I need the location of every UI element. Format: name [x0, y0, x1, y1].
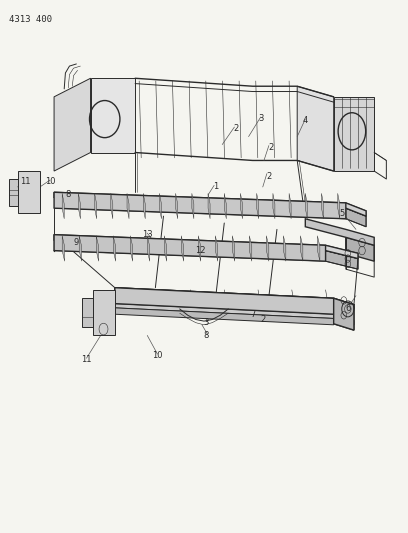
Text: 2: 2 [260, 315, 265, 324]
Polygon shape [54, 235, 326, 261]
Text: 2: 2 [268, 143, 273, 152]
Polygon shape [62, 236, 64, 261]
Text: 8: 8 [203, 331, 209, 340]
Polygon shape [224, 193, 226, 219]
Polygon shape [198, 236, 201, 261]
Polygon shape [317, 236, 320, 261]
Polygon shape [284, 236, 286, 261]
Polygon shape [273, 193, 275, 219]
Polygon shape [249, 236, 252, 261]
Text: 6: 6 [345, 304, 350, 313]
Polygon shape [96, 236, 99, 261]
Polygon shape [334, 298, 354, 330]
Polygon shape [215, 236, 218, 261]
Polygon shape [147, 236, 150, 261]
Polygon shape [326, 251, 358, 269]
Polygon shape [305, 219, 374, 245]
Polygon shape [115, 288, 334, 314]
Polygon shape [78, 193, 80, 219]
Polygon shape [143, 193, 145, 219]
Text: 3: 3 [203, 318, 209, 327]
Text: 13: 13 [142, 230, 153, 239]
Polygon shape [257, 193, 259, 219]
Polygon shape [326, 245, 358, 259]
Polygon shape [9, 179, 18, 206]
Polygon shape [346, 237, 374, 261]
Text: 2: 2 [234, 124, 239, 133]
Polygon shape [115, 308, 334, 325]
Polygon shape [164, 236, 167, 261]
Text: 7: 7 [250, 310, 255, 319]
Polygon shape [111, 193, 113, 219]
Text: 3: 3 [258, 114, 264, 123]
Polygon shape [54, 78, 91, 171]
Text: 1: 1 [213, 182, 219, 191]
Polygon shape [181, 236, 184, 261]
Text: 8: 8 [66, 190, 71, 199]
Polygon shape [113, 236, 115, 261]
Polygon shape [175, 193, 177, 219]
Polygon shape [297, 86, 334, 171]
Polygon shape [54, 192, 346, 219]
Text: 10: 10 [45, 177, 55, 186]
Polygon shape [192, 193, 194, 219]
Polygon shape [62, 193, 64, 219]
Polygon shape [79, 236, 82, 261]
Polygon shape [54, 235, 358, 259]
Polygon shape [289, 193, 291, 219]
Polygon shape [93, 290, 115, 335]
Polygon shape [115, 304, 354, 325]
Text: 4: 4 [303, 116, 308, 125]
Polygon shape [346, 203, 366, 216]
Polygon shape [240, 193, 242, 219]
Text: 12: 12 [195, 246, 205, 255]
Text: 2: 2 [266, 172, 271, 181]
Polygon shape [115, 292, 334, 310]
Polygon shape [266, 236, 269, 261]
Polygon shape [305, 193, 307, 219]
Polygon shape [208, 193, 210, 219]
Polygon shape [82, 298, 93, 327]
Text: 4313 400: 4313 400 [9, 14, 53, 23]
Polygon shape [91, 78, 135, 152]
Polygon shape [346, 208, 366, 227]
Polygon shape [130, 236, 133, 261]
Polygon shape [95, 193, 97, 219]
Text: 11: 11 [20, 177, 30, 186]
Text: 10: 10 [152, 351, 163, 360]
Text: 9: 9 [74, 238, 79, 247]
Polygon shape [18, 171, 40, 214]
Text: 11: 11 [81, 355, 92, 364]
Polygon shape [300, 236, 303, 261]
Polygon shape [160, 193, 162, 219]
Polygon shape [334, 97, 374, 171]
Polygon shape [127, 193, 129, 219]
Polygon shape [322, 193, 324, 219]
Text: 5: 5 [339, 209, 344, 218]
Polygon shape [338, 193, 340, 219]
Polygon shape [233, 236, 235, 261]
Polygon shape [115, 288, 354, 309]
Polygon shape [54, 192, 366, 216]
Polygon shape [115, 288, 354, 330]
